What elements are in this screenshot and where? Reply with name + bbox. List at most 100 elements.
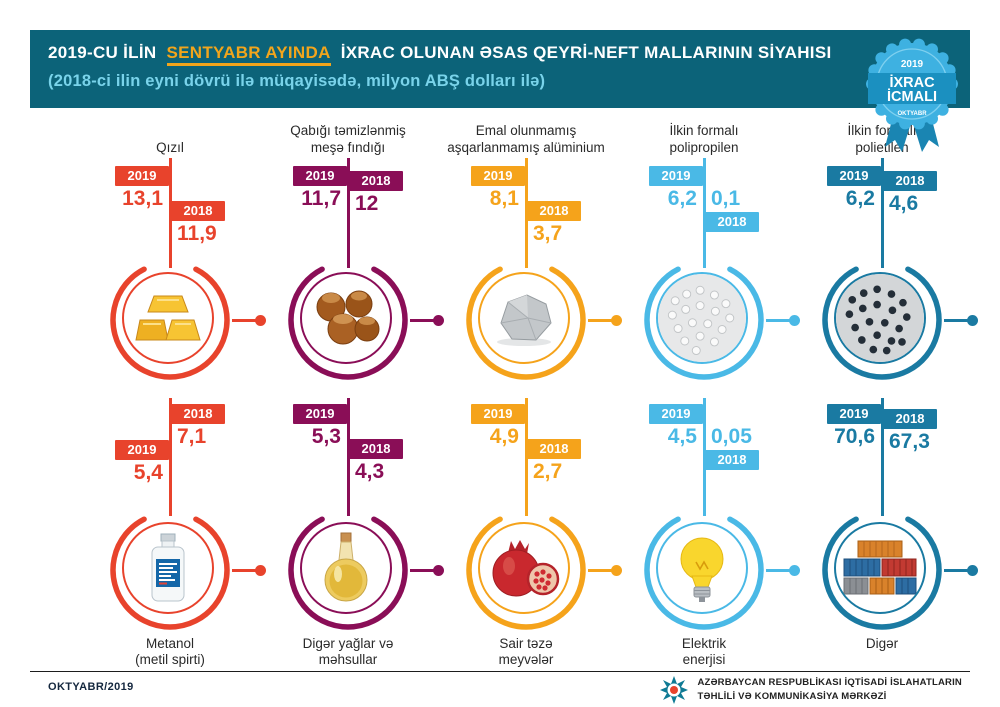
horizontal-connector — [232, 564, 266, 576]
page-title: 2019-CU İLİN SENTYABR AYINDA İXRAC OLUNA… — [48, 43, 970, 66]
badge-year: 2019 — [901, 59, 924, 70]
footer-organization: AZƏRBAYCAN RESPUBLİKASI İQTİSADİ İSLAHAT… — [659, 675, 963, 705]
hazelnuts-icon — [316, 290, 380, 345]
year-tag-2018: 2018 — [349, 171, 403, 191]
value-2018: 2,7 — [533, 460, 563, 483]
light-bulb-icon — [680, 537, 724, 602]
value-2019: 4,5 — [667, 425, 697, 448]
year-tag-2019: 2019 — [293, 404, 347, 424]
vertical-connector — [524, 158, 528, 268]
value-2019: 70,6 — [834, 425, 875, 448]
year-tag-2019: 2019 — [827, 404, 881, 424]
gauge-arc — [644, 266, 764, 380]
items-grid: Qızıl 2019 13,1 2018 11,9 — [81, 118, 978, 667]
value-2018: 4,3 — [355, 460, 385, 483]
org-emblem-icon — [659, 676, 688, 704]
photo-circle — [300, 522, 392, 614]
gauge-arc — [110, 266, 230, 380]
item-label: Elektrik enerjisi — [619, 636, 789, 669]
horizontal-connector — [410, 564, 444, 576]
photo-circle — [122, 522, 214, 614]
vertical-connector — [346, 158, 350, 268]
value-2018: 11,9 — [177, 222, 217, 245]
item-label: Sair təzə meyvələr — [441, 636, 611, 669]
export-item-polyethylene: İlkin formalı polietilen 2019 6,2 2018 4… — [793, 118, 978, 390]
year-tag-2018: 2018 — [171, 201, 225, 221]
vertical-connector — [524, 398, 528, 516]
value-2018: 67,3 — [889, 430, 930, 453]
methanol-bottle-icon — [151, 533, 185, 602]
item-photo — [642, 508, 766, 632]
year-tag-2018: 2018 — [527, 201, 581, 221]
badge-month: OKTYABR — [897, 111, 927, 117]
oil-bottle-icon — [324, 532, 368, 602]
item-label-line1: Sair təzə — [499, 636, 553, 651]
item-photo — [820, 258, 944, 382]
photo-circle — [478, 522, 570, 614]
horizontal-connector — [766, 314, 800, 326]
gauge-arc — [822, 266, 942, 380]
item-label: İlkin formalı polipropilen — [603, 118, 805, 156]
item-label: Qızıl — [69, 118, 271, 156]
export-item-hazelnuts: Qabığı təmizlənmiş meşə fındığı 2019 11,… — [259, 118, 444, 390]
item-label: Metanol (metil spirti) — [85, 636, 255, 669]
row-2: 2019 5,4 2018 7,1 — [81, 396, 978, 667]
horizontal-connector — [410, 314, 444, 326]
photo-circle — [656, 272, 748, 364]
vertical-connector — [168, 158, 172, 268]
year-tag-2019: 2019 — [471, 166, 525, 186]
item-photo — [642, 258, 766, 382]
value-2019: 5,4 — [133, 461, 163, 484]
value-2018: 4,6 — [889, 192, 919, 215]
value-2019: 4,9 — [489, 425, 519, 448]
item-label-line2: polietilen — [855, 139, 909, 155]
horizontal-connector — [766, 564, 800, 576]
item-label-line2: enerjisi — [682, 652, 726, 668]
photo-circle — [122, 272, 214, 364]
pomegranate-icon — [492, 540, 560, 597]
gauge-arc — [644, 516, 764, 630]
value-2018: 0,05 — [711, 425, 752, 448]
item-label: Digər yağlar və məhsullar — [263, 636, 433, 669]
org-name-line2: TƏHLİLİ VƏ KOMMUNİKASİYA MƏRKƏZİ — [697, 691, 887, 702]
vertical-connector — [880, 158, 884, 268]
badge-banner-band — [868, 73, 956, 104]
aluminium-icon — [497, 294, 552, 346]
item-label-line1: İlkin formalı — [669, 123, 739, 139]
export-item-fresh-fruits: 2019 4,9 2018 2,7 — [437, 396, 622, 667]
export-item-other-oils: 2019 5,3 2018 4,3 — [259, 396, 444, 667]
year-tag-2018: 2018 — [171, 404, 225, 424]
org-name: AZƏRBAYCAN RESPUBLİKASI İQTİSADİ İSLAHAT… — [698, 676, 963, 705]
gauge-arc — [466, 516, 586, 630]
horizontal-connector — [944, 564, 978, 576]
item-label-line1: Emal olunmamış — [475, 123, 577, 139]
year-tag-2018: 2018 — [883, 409, 937, 429]
header-banner: 2019-CU İLİN SENTYABR AYINDA İXRAC OLUNA… — [30, 30, 970, 108]
row-1: Qızıl 2019 13,1 2018 11,9 — [81, 118, 978, 390]
value-2018: 0,1 — [711, 187, 741, 210]
item-label-line2: (metil spirti) — [135, 652, 205, 668]
item-photo — [464, 258, 588, 382]
item-label-line1: Qabığı təmizlənmiş — [290, 123, 406, 139]
item-label-line2: meşə fındığı — [310, 139, 386, 155]
value-2019: 8,1 — [489, 187, 519, 210]
value-2018: 3,7 — [533, 222, 563, 245]
value-2019: 5,3 — [311, 425, 341, 448]
item-label: Qabığı təmizlənmiş meşə fındığı — [247, 118, 449, 156]
item-label-line1: Qızıl — [156, 139, 184, 155]
export-item-electricity: 2019 4,5 2018 0,05 — [615, 396, 800, 667]
title-suffix: İXRAC OLUNAN ƏSAS QEYRİ-NEFT MALLARININ … — [340, 43, 832, 62]
item-photo — [286, 508, 410, 632]
item-label-line2: meyvələr — [498, 652, 554, 668]
item-label-line1: Elektrik — [681, 636, 727, 651]
vertical-connector — [346, 398, 350, 516]
badge-title-line1: İXRAC — [889, 74, 935, 91]
footer-issue: OKTYABR/2019 — [48, 681, 134, 693]
item-label-line2: polipropilen — [669, 139, 739, 155]
polypropylene-granules-icon — [658, 274, 746, 362]
photo-circle — [834, 272, 926, 364]
item-label: Digər — [797, 636, 967, 652]
org-name-line1: AZƏRBAYCAN RESPUBLİKASI İQTİSADİ İSLAHAT… — [697, 676, 962, 688]
badge-title-line2: İCMALI — [887, 88, 937, 105]
value-2018: 7,1 — [177, 425, 207, 448]
